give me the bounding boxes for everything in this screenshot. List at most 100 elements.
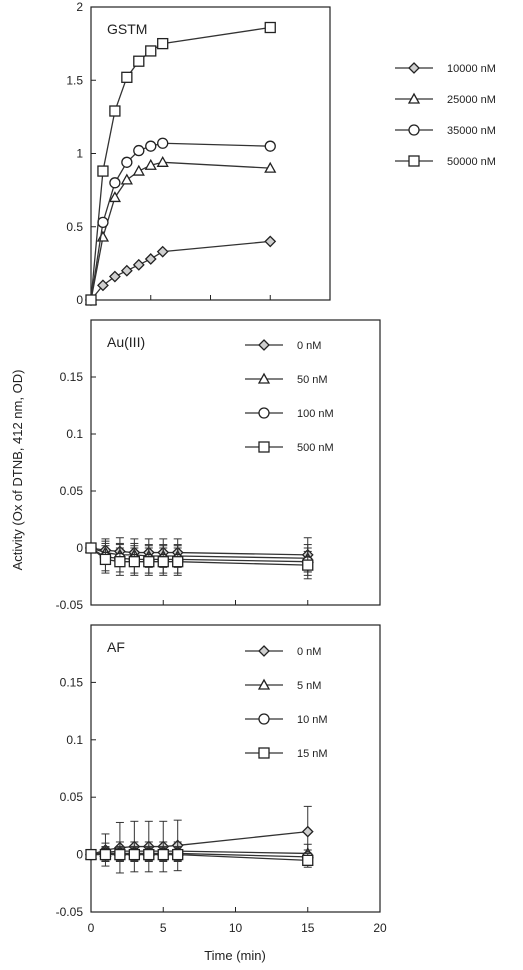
data-point	[144, 253, 157, 265]
x-tick-label: 20	[373, 921, 387, 935]
y-tick-label: 0	[76, 541, 83, 555]
legend-marker	[408, 124, 420, 136]
data-point	[157, 556, 169, 568]
data-point	[133, 55, 145, 67]
panel-label: AF	[107, 639, 125, 655]
y-tick-label: -0.05	[56, 598, 84, 612]
legend-marker	[258, 747, 270, 759]
legend-marker	[408, 155, 420, 167]
y-tick-label: 0.15	[60, 370, 84, 384]
legend-label: 50 nM	[297, 374, 328, 386]
data-point	[156, 245, 169, 258]
legend: 0 nM 50 nM 100 nM 500 nM	[245, 339, 334, 454]
data-point	[85, 294, 97, 306]
data-point	[264, 140, 276, 152]
legend-label: 10000 nM	[447, 63, 496, 75]
data-point	[143, 848, 155, 861]
data-point	[85, 848, 97, 861]
panel-label: GSTM	[107, 21, 147, 37]
data-point	[145, 140, 157, 152]
x-tick-label: 15	[301, 921, 315, 935]
y-tick-label: 0.05	[60, 790, 84, 804]
data-point	[157, 37, 169, 50]
data-point	[109, 105, 121, 117]
panel-3: -0.05 0 0.05 0.1 0.15 0 5 10 15 20 AF 0 nM 5 nM 10 nM…	[56, 624, 387, 935]
x-axis-title: Time (min)	[204, 948, 266, 963]
legend-marker	[257, 372, 271, 384]
data-point	[121, 156, 133, 168]
panel-label: Au(III)	[107, 334, 145, 350]
data-point	[128, 848, 141, 861]
y-tick-label: 0	[76, 848, 83, 862]
legend: 10000 nM 25000 nM 35000 nM 50000 nM	[395, 62, 496, 168]
series-500-nM	[85, 542, 314, 580]
plot-frame	[90, 6, 331, 301]
data-point	[172, 556, 184, 568]
panel-1: 0 0.5 1 1.5 2 GSTM 10000 nM 25000 nM 35000 nM 500…	[66, 0, 496, 307]
y-tick-label: -0.05	[56, 905, 84, 919]
data-point	[97, 216, 109, 229]
y-tick-label: 0.15	[60, 675, 84, 689]
legend-marker	[258, 407, 270, 419]
data-point	[301, 825, 314, 838]
x-tick-label: 10	[229, 921, 243, 935]
data-point	[96, 230, 110, 242]
panel-2: -0.05 0 0.05 0.1 0.15 Au(III) 0 nM 50 nM 100 nM 5…	[56, 319, 381, 612]
y-tick-label: 0.05	[60, 484, 84, 498]
data-point	[120, 173, 133, 185]
data-point	[114, 556, 126, 568]
series-10000-nM	[85, 235, 277, 306]
y-tick-label: 0.1	[66, 733, 83, 747]
data-point	[144, 158, 157, 170]
legend-marker	[258, 645, 270, 657]
data-point	[120, 264, 133, 277]
data-point	[97, 279, 109, 292]
data-point	[128, 556, 141, 568]
data-point	[132, 164, 145, 176]
data-point	[172, 848, 184, 861]
legend-label: 15 nM	[297, 748, 328, 760]
legend-label: 0 nM	[297, 340, 321, 352]
legend-label: 10 nM	[297, 714, 328, 726]
legend-marker	[408, 62, 420, 74]
legend-marker	[257, 678, 271, 690]
x-tick-label: 5	[160, 921, 167, 935]
y-tick-label: 0	[76, 293, 83, 307]
data-point	[132, 258, 145, 271]
data-point	[157, 848, 169, 861]
series-35000-nM	[85, 137, 276, 306]
series-15-nM	[85, 847, 314, 868]
data-point	[302, 559, 314, 571]
series-0-nM	[85, 805, 314, 874]
data-point	[302, 854, 314, 866]
legend: 0 nM 5 nM 10 nM 15 nM	[245, 645, 328, 760]
data-point	[157, 137, 169, 149]
data-point	[99, 553, 112, 566]
legend-label: 25000 nM	[447, 94, 496, 106]
data-point	[85, 542, 97, 554]
data-point	[109, 177, 121, 189]
series-50000-nM	[85, 21, 276, 306]
legend-label: 0 nM	[297, 646, 321, 658]
y-tick-label: 1.5	[66, 73, 83, 87]
data-point	[145, 45, 157, 57]
data-point	[264, 235, 277, 248]
x-tick-label: 0	[88, 921, 95, 935]
legend-marker	[258, 441, 270, 453]
data-point	[156, 155, 169, 167]
y-tick-label: 0.5	[66, 220, 83, 234]
y-axis-title: Activity (Ox of DTNB, 412 nm, OD)	[10, 370, 25, 571]
legend-marker	[258, 713, 270, 725]
data-point	[114, 848, 126, 861]
data-point	[121, 71, 133, 83]
legend-marker	[407, 92, 421, 104]
series-line	[90, 240, 271, 301]
data-point	[264, 161, 277, 173]
data-point	[99, 848, 112, 861]
data-point	[133, 144, 145, 157]
y-tick-label: 1	[76, 147, 83, 161]
data-point	[143, 556, 155, 568]
data-point	[264, 21, 276, 34]
y-tick-label: 2	[76, 0, 83, 14]
